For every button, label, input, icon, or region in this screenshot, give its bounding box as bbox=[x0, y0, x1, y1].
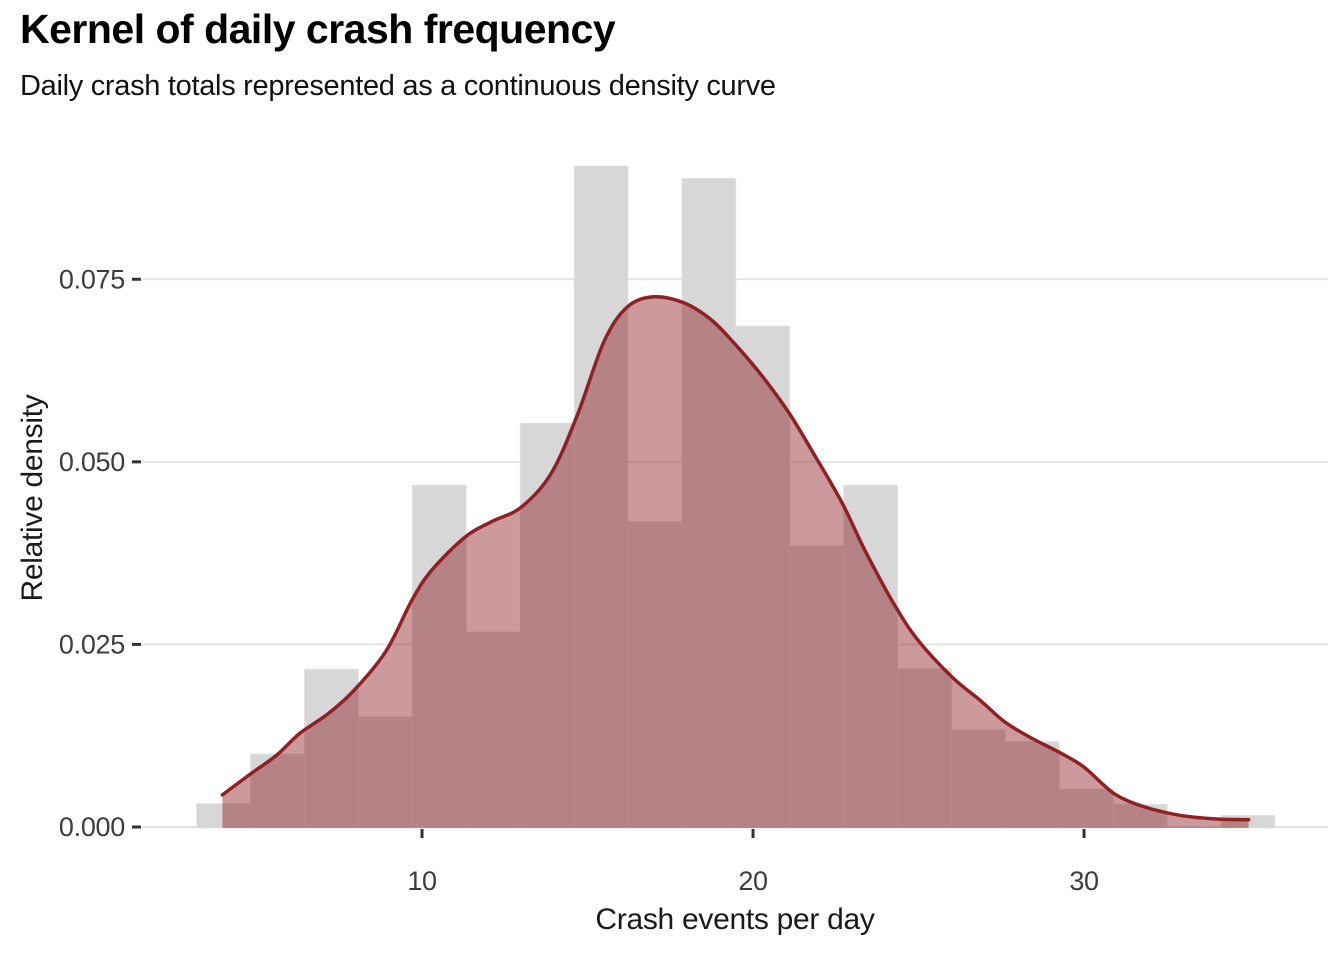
histogram-bar bbox=[1058, 788, 1114, 829]
chart-title: Kernel of daily crash frequency bbox=[20, 6, 616, 52]
histogram-bar bbox=[357, 716, 413, 829]
histogram-bar bbox=[1005, 741, 1060, 829]
histogram-bar bbox=[519, 422, 575, 829]
histogram-bar bbox=[735, 325, 791, 829]
y-tick-label: 0.000 bbox=[59, 812, 125, 842]
density-area bbox=[222, 296, 1249, 828]
y-tick-label: 0.075 bbox=[59, 264, 125, 294]
density-curve bbox=[220, 294, 1251, 822]
chart-subtitle: Daily crash totals represented as a cont… bbox=[20, 70, 776, 102]
y-tick-label: 0.050 bbox=[59, 447, 125, 477]
histogram-bar bbox=[465, 631, 521, 829]
y-tick-label: 0.025 bbox=[59, 629, 125, 659]
x-tick-label: 30 bbox=[1069, 866, 1098, 896]
histogram-bar bbox=[573, 165, 629, 829]
x-axis-title: Crash events per day bbox=[595, 903, 875, 936]
x-tick-label: 10 bbox=[407, 866, 436, 896]
histogram-bar bbox=[951, 729, 1006, 829]
histogram-bar bbox=[627, 521, 683, 829]
histogram-bar bbox=[897, 668, 952, 829]
histogram-bar bbox=[843, 484, 898, 829]
histogram-bar bbox=[789, 545, 845, 829]
histogram-bar bbox=[681, 178, 737, 829]
x-tick-label: 20 bbox=[738, 866, 767, 896]
